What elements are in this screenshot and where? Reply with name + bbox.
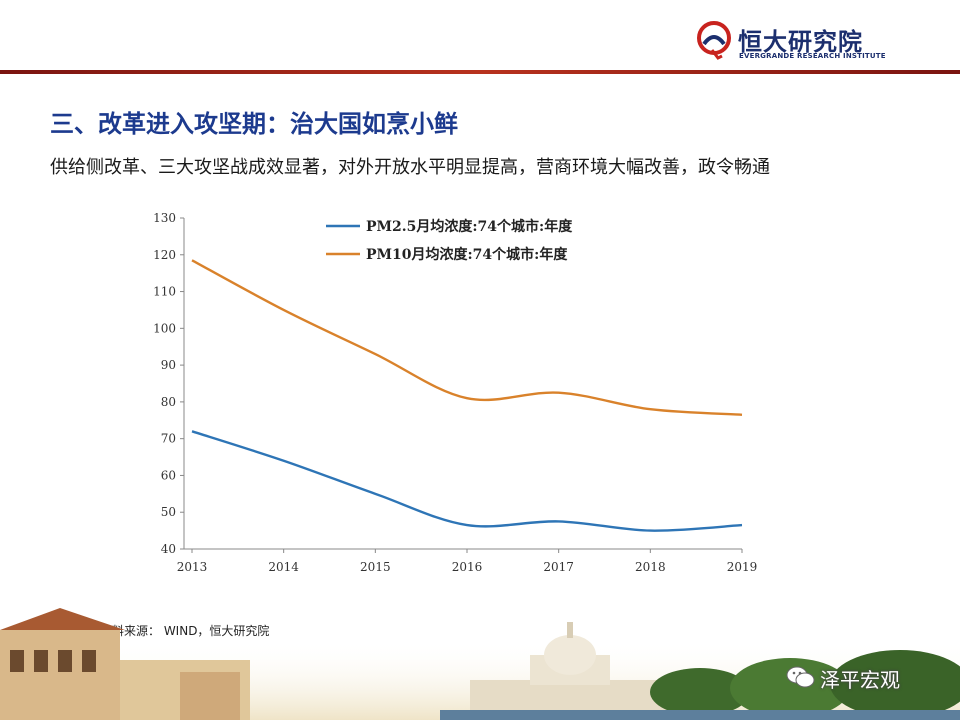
x-tick-label: 2019: [727, 560, 758, 574]
line-chart: 40 50 60 70 80 90 100 110 120 130 2013 2014 2015 2016…: [153, 211, 758, 574]
logo-name-cn: 恒大研究院: [738, 28, 863, 56]
x-tick-label: 2017: [543, 560, 574, 574]
logo: 恒大研究院 EVERGRANDE RESEARCH INSTITUTE: [694, 18, 894, 64]
legend-label: PM10月均浓度:74个城市:年度: [366, 246, 568, 263]
source-note: 资料来源： WIND，恒大研究院: [100, 624, 270, 638]
watermark-text: 泽平宏观: [820, 668, 900, 692]
y-tick-label: 70: [161, 432, 176, 446]
x-tick-label: 2013: [177, 560, 208, 574]
wechat-icon: [786, 666, 815, 688]
legend-label: PM2.5月均浓度:74个城市:年度: [366, 218, 573, 235]
x-tick-label: 2015: [360, 560, 391, 574]
slide-title: 三、改革进入攻坚期：治大国如烹小鲜: [50, 110, 458, 138]
slide-subtitle: 供给侧改革、三大攻坚战成效显著，对外开放水平明显提高，营商环境大幅改善，政令畅通: [50, 157, 770, 178]
series-line-pm25: [191, 430, 743, 532]
y-tick-label: 50: [161, 505, 176, 519]
x-tick-label: 2018: [635, 560, 666, 574]
x-tick-label: 2014: [268, 560, 299, 574]
y-tick-label: 100: [153, 321, 176, 335]
header-divider: [0, 70, 960, 74]
series-line-pm10: [191, 259, 743, 416]
y-tick-label: 110: [153, 285, 176, 299]
logo-mark-icon: [697, 21, 731, 60]
y-tick-label: 120: [153, 248, 176, 262]
y-tick-label: 90: [161, 358, 176, 372]
y-tick-label: 80: [161, 395, 176, 409]
decorative-buildings-banner: [0, 608, 960, 720]
y-tick-label: 60: [161, 468, 176, 482]
y-tick-label: 40: [161, 542, 176, 556]
x-tick-label: 2016: [452, 560, 483, 574]
y-tick-label: 130: [153, 211, 176, 225]
logo-name-en: EVERGRANDE RESEARCH INSTITUTE: [739, 52, 886, 60]
